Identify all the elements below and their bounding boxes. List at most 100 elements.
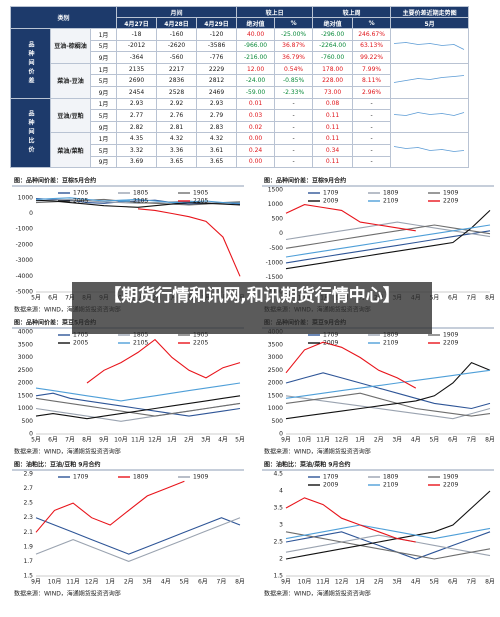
cell: 3.65	[156, 155, 198, 169]
cell: -	[274, 120, 314, 134]
y-tick-label: 1.5	[23, 573, 33, 580]
group-label: 品种间比价	[10, 97, 51, 169]
chart-title: 图：品种间价差：豆棕5月合约	[14, 177, 96, 185]
y-tick-label: 0	[29, 431, 33, 438]
cell: 1月	[89, 97, 118, 111]
cell: -216.00	[236, 51, 276, 64]
y-tick-label: 2.3	[23, 514, 33, 521]
legend-label: 2009	[323, 482, 338, 489]
cell: 0.11	[312, 132, 354, 145]
legend-label: 1705	[73, 190, 88, 197]
trend-cell	[390, 97, 470, 134]
series-line	[35, 199, 241, 208]
x-tick-label: 11月	[131, 437, 145, 444]
cell: 63.13%	[352, 39, 392, 53]
x-tick-label: 2月	[124, 579, 134, 586]
x-tick-label: 2月	[374, 579, 384, 586]
sub-header: 绝对值	[312, 17, 354, 29]
subgroup-label: 菜油-豆油	[50, 62, 91, 99]
cell: -2.33%	[274, 85, 314, 99]
cell: 2528	[156, 85, 198, 99]
cell: -	[274, 143, 314, 157]
cell: 0.11	[312, 109, 354, 122]
series-line	[285, 341, 417, 389]
series-line	[285, 524, 491, 540]
series-line	[35, 197, 241, 204]
banner: 【期货行情和讯网,和讯期货行情中心】	[72, 282, 432, 334]
sparkline	[393, 74, 464, 83]
y-tick-label: 2500	[18, 367, 33, 374]
cell: 2.96%	[352, 85, 392, 99]
x-tick-label: 5月	[235, 437, 245, 444]
y-tick-label: 500	[272, 418, 284, 425]
y-tick-label: -4000	[16, 273, 34, 280]
x-tick-label: 8月	[485, 579, 495, 586]
x-tick-label: 10月	[298, 579, 312, 586]
chart-title: 图：品种间价差：菜豆5月合约	[14, 319, 96, 327]
x-tick-label: 6月	[48, 295, 58, 302]
month-header: 月间	[116, 6, 238, 18]
y-tick-label: 1500	[18, 392, 33, 399]
cell: 3.32	[116, 143, 158, 157]
legend-label: 1709	[323, 190, 338, 197]
y-tick-label: 0	[29, 210, 33, 217]
cell: 0.34	[312, 143, 354, 157]
cell: -160	[156, 28, 198, 41]
y-tick-label: 4	[279, 488, 283, 495]
cell: 4.32	[196, 132, 238, 145]
cell: 2217	[156, 62, 198, 76]
x-tick-label: 1月	[105, 579, 115, 586]
y-tick-label: 500	[272, 216, 284, 223]
cell: 36.87%	[274, 39, 314, 53]
cell: -	[274, 97, 314, 111]
y-tick-label: -3000	[16, 257, 34, 264]
chart-source: 数据来源：WIND，海通期货投资咨询部	[14, 448, 121, 456]
y-tick-label: 2000	[268, 380, 283, 387]
cell: 2229	[196, 62, 238, 76]
cell: 40.00	[236, 28, 276, 41]
cell: 2135	[116, 62, 158, 76]
x-tick-label: 5月	[429, 295, 439, 302]
x-tick-label: 8月	[485, 437, 495, 444]
cell: -3586	[196, 39, 238, 53]
cell: 99.22%	[352, 51, 392, 64]
series-line	[137, 208, 241, 277]
cell: 3.65	[196, 155, 238, 169]
series-line	[285, 224, 491, 258]
legend-label: 1805	[133, 332, 148, 339]
cell: 1月	[89, 132, 118, 145]
sparkline	[393, 146, 464, 153]
cell: 246.67%	[352, 28, 392, 41]
series-line	[285, 531, 491, 560]
cell: -966.00	[236, 39, 276, 53]
cell: -364	[116, 51, 158, 64]
cell: -120	[196, 28, 238, 41]
x-tick-label: 1月	[355, 437, 365, 444]
legend-label: 2009	[323, 340, 338, 347]
x-tick-label: 5月	[179, 579, 189, 586]
x-tick-label: 6月	[448, 437, 458, 444]
y-tick-label: 1.9	[23, 543, 33, 550]
legend-label: 2109	[383, 340, 398, 347]
cell: -	[352, 132, 392, 145]
series-line	[285, 230, 491, 264]
legend-label: 1809	[383, 332, 398, 339]
sparkline-path	[393, 146, 464, 153]
x-tick-label: 8月	[235, 579, 245, 586]
cell: 1月	[89, 28, 118, 41]
x-tick-label: 7月	[65, 437, 75, 444]
sub-header: 4月29日	[196, 17, 238, 29]
cell: 2.93	[116, 97, 158, 111]
x-tick-label: 9月	[31, 579, 41, 586]
cell: 8.11%	[352, 74, 392, 87]
cell: -	[274, 132, 314, 145]
legend-label: 1909	[443, 332, 458, 339]
x-tick-label: 2月	[184, 437, 194, 444]
subgroup-label: 豆油/豆粕	[50, 97, 91, 134]
series-line	[285, 531, 491, 560]
x-tick-label: 3月	[201, 437, 211, 444]
chart-source: 数据来源：WIND，海通期货投资咨询部	[14, 306, 121, 314]
x-tick-label: 8月	[82, 437, 92, 444]
legend-label: 1705	[73, 332, 88, 339]
